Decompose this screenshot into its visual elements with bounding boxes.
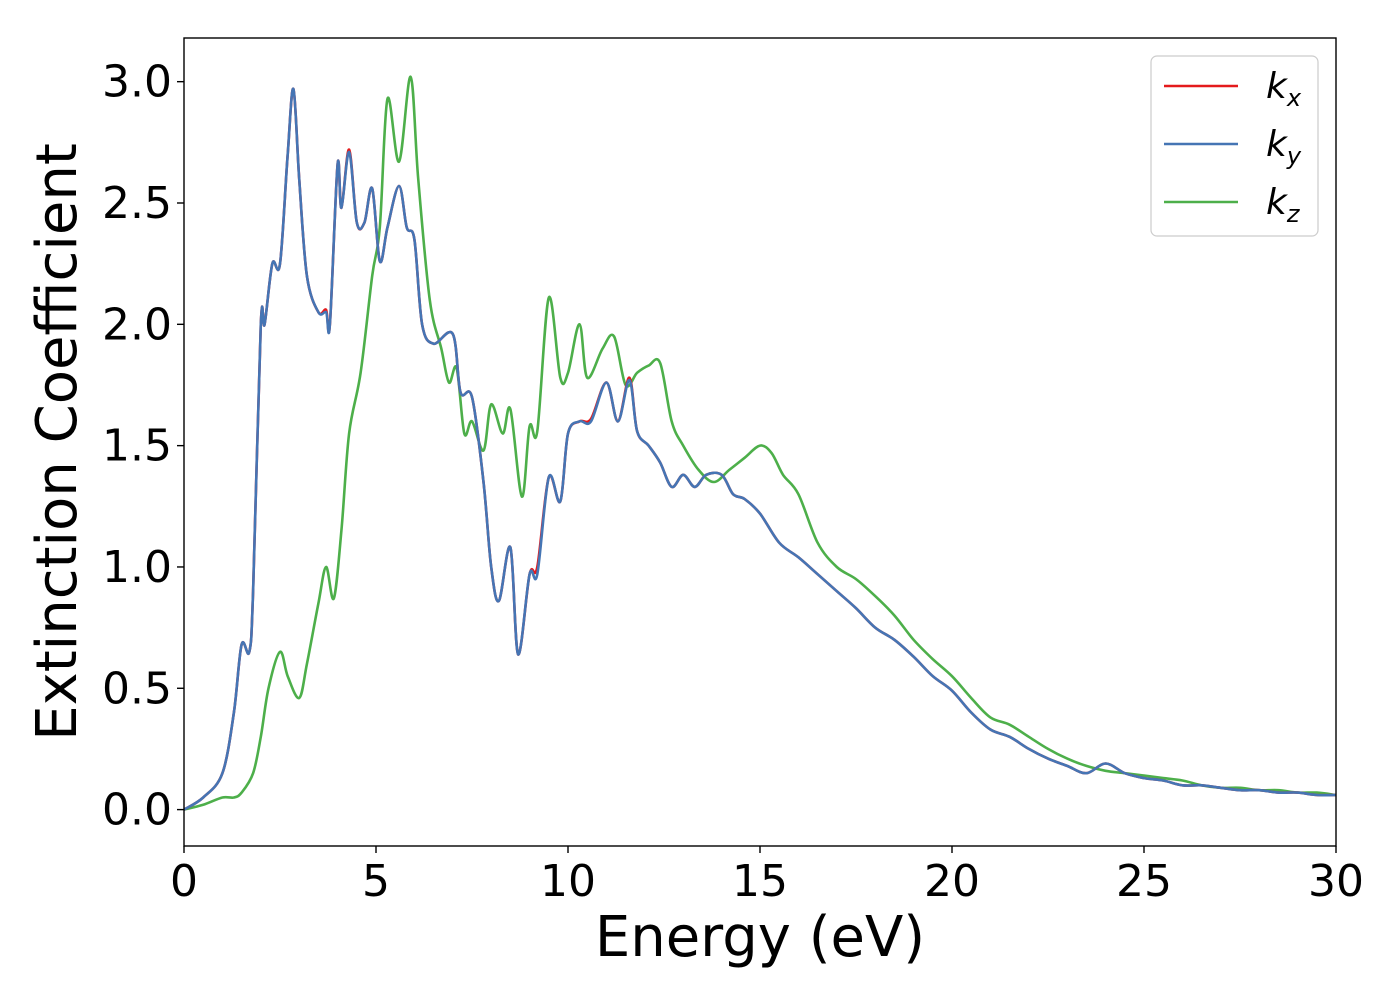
x-tick-label: 25	[1116, 856, 1172, 907]
series-line-z	[183, 75, 1337, 811]
x-tick-label: 30	[1308, 856, 1364, 907]
y-tick-label: 3.0	[102, 57, 172, 108]
plot-background	[184, 38, 1336, 846]
x-tick-label: 5	[362, 856, 390, 907]
x-tick-label: 20	[924, 856, 980, 907]
legend-label-z: kz	[1266, 182, 1301, 228]
series-line-y	[183, 87, 1337, 811]
legend-box	[1150, 55, 1319, 237]
x-axis-title: Energy (eV)	[595, 905, 925, 970]
y-tick-label: 1.5	[102, 421, 172, 472]
series-layer	[183, 75, 1337, 811]
legend-label-x: kx	[1266, 66, 1302, 112]
x-tick-label: 15	[732, 856, 788, 907]
x-axis-ticks: 0 5 10 15 20 25 30	[170, 846, 1364, 907]
legend-label-y: ky	[1266, 124, 1302, 170]
y-tick-label: 1.0	[102, 542, 172, 593]
y-axis-title: Extinction Coefficient	[25, 143, 90, 741]
x-tick-label: 10	[540, 856, 596, 907]
y-axis-ticks: 0.0 0.5 1.0 1.5 2.0 2.5 3.0	[102, 57, 184, 836]
legend: kx ky kz	[1150, 55, 1319, 237]
y-tick-label: 0.5	[102, 663, 172, 714]
y-tick-label: 0.0	[102, 785, 172, 836]
y-tick-label: 2.0	[102, 299, 172, 350]
y-tick-label: 2.5	[102, 178, 172, 229]
x-tick-label: 0	[170, 856, 198, 907]
